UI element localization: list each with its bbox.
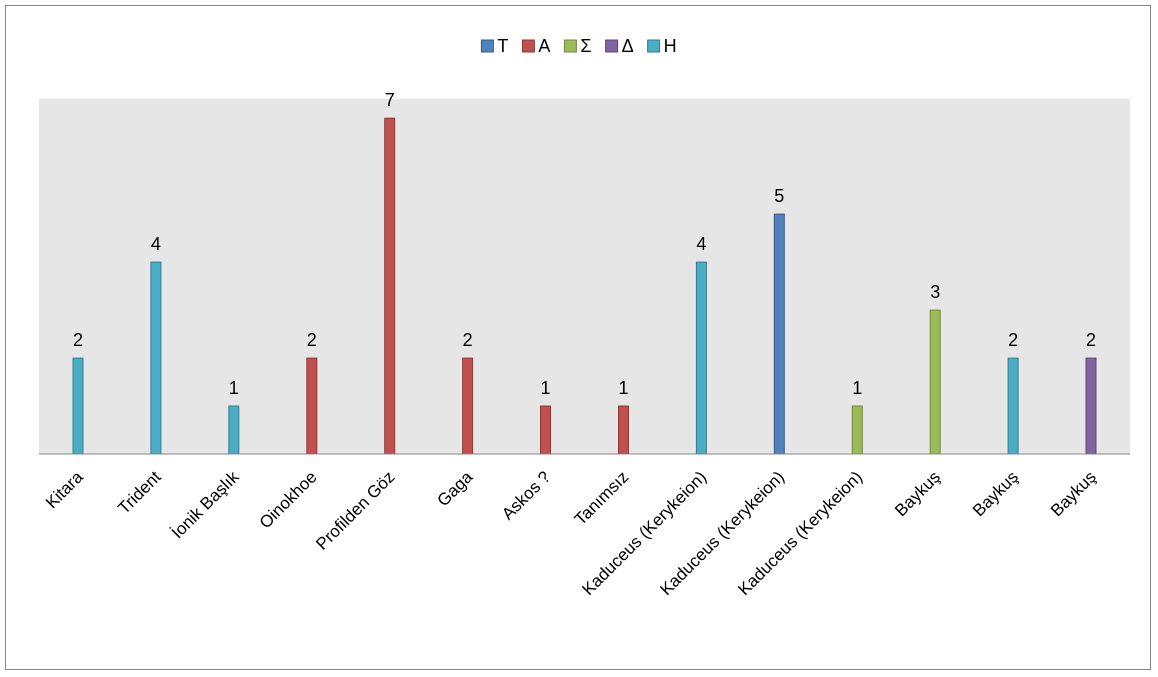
bar-trident-2-series-5 xyxy=(150,261,162,455)
data-label-14: 2 xyxy=(1086,330,1096,350)
legend-item-5: H xyxy=(647,36,677,56)
data-label-5: 7 xyxy=(385,90,395,110)
plot-area xyxy=(39,99,1130,454)
x-tick-label-1: Kitara xyxy=(42,467,87,512)
x-tick-label-3: İonik Başlık xyxy=(168,467,243,542)
legend-label-5: H xyxy=(664,36,677,56)
data-label-4: 2 xyxy=(307,330,317,350)
legend-item-3: Σ xyxy=(563,36,592,56)
x-tick-label-14: Baykuş xyxy=(1047,467,1100,520)
legend-label-2: A xyxy=(538,36,550,56)
x-tick-label-6: Gaga xyxy=(434,467,477,510)
data-label-9: 4 xyxy=(696,234,706,254)
x-tick-label-12: Baykuş xyxy=(891,467,944,520)
data-label-7: 1 xyxy=(540,378,550,398)
bar-kitara-1-series-5 xyxy=(72,357,84,455)
x-tick-label-2: Trident xyxy=(114,467,165,518)
x-tick-labels-layer: Kitara Trident İonik Başlık OinokhoeProfild… xyxy=(42,467,1100,599)
bar-askos-7-series-2 xyxy=(540,405,551,455)
legend-item-1: T xyxy=(480,36,508,56)
bar-kaduceus-kerykeion-11-series-3 xyxy=(851,405,863,455)
data-label-1: 2 xyxy=(73,330,83,350)
bar-kaduceus-kerykeion-10-series-1 xyxy=(773,213,785,455)
bar-bayku-14-series-4 xyxy=(1085,357,1097,455)
legend-swatch-5 xyxy=(647,39,661,53)
legend-swatch-4 xyxy=(605,39,619,53)
data-label-2: 4 xyxy=(151,234,161,254)
x-tick-label-4: Oinokhoe xyxy=(256,467,321,532)
x-tick-label-7: Askos ? xyxy=(498,467,554,523)
legend-item-2: A xyxy=(521,36,550,56)
bar-kaduceus-kerykeion-9-series-5 xyxy=(695,261,707,455)
bar-oinokhoe-4-series-2 xyxy=(306,357,318,455)
legend-swatch-1 xyxy=(480,39,494,53)
data-label-11: 1 xyxy=(852,378,862,398)
data-label-3: 1 xyxy=(229,378,239,398)
legend-swatch-2 xyxy=(521,39,535,53)
data-label-6: 2 xyxy=(463,330,473,350)
bar-bayku-12-series-3 xyxy=(929,309,941,455)
bar-profilden-g-z-5-series-2 xyxy=(384,117,396,455)
legend-item-4: Δ xyxy=(605,36,634,56)
bars-layer xyxy=(72,117,1097,455)
bar-i-onik-ba-l-k-3-series-5 xyxy=(228,405,240,455)
bar-bayku-13-series-5 xyxy=(1007,357,1019,455)
x-tick-label-5: Profilden Göz xyxy=(312,467,398,553)
legend-label-1: T xyxy=(497,36,508,56)
data-label-12: 3 xyxy=(930,282,940,302)
bar-gaga-6-series-2 xyxy=(462,357,474,455)
data-label-13: 2 xyxy=(1008,330,1018,350)
data-label-8: 1 xyxy=(618,378,628,398)
data-label-10: 5 xyxy=(774,186,784,206)
legend-label-3: Σ xyxy=(580,36,591,56)
x-tick-label-13: Baykuş xyxy=(969,467,1022,520)
legend-swatch-3 xyxy=(563,39,577,53)
bar-tan-ms-z-8-series-2 xyxy=(618,405,629,455)
legend-label-4: Δ xyxy=(622,36,634,56)
x-tick-label-8: Tanımsız xyxy=(571,467,633,529)
